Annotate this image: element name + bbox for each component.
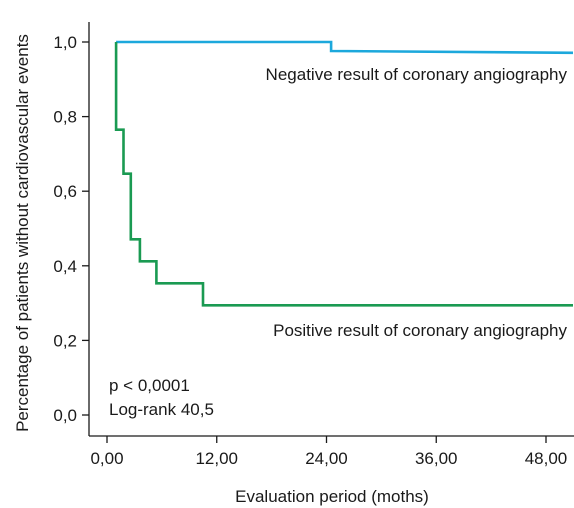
y-tick-label: 0,0	[53, 406, 77, 425]
x-tick-label: 12,00	[195, 449, 238, 468]
x-axis: 0,00 12,00 24,00 36,00 48,00	[89, 435, 574, 468]
x-tick-label: 24,00	[305, 449, 348, 468]
y-axis-title: Percentage of patients without cardiovas…	[13, 34, 32, 432]
positive-series-label: Positive result of coronary angiography	[273, 321, 567, 340]
x-tick-label: 36,00	[415, 449, 458, 468]
y-tick-label: 0,4	[53, 257, 77, 276]
y-tick-label: 0,8	[53, 108, 77, 127]
y-tick-label: 1,0	[53, 33, 77, 52]
positive-series-line	[114, 42, 573, 307]
p-value-text: p < 0,0001	[109, 376, 190, 395]
x-tick-label: 48,00	[525, 449, 568, 468]
y-tick-label: 0,6	[53, 182, 77, 201]
log-rank-text: Log-rank 40,5	[109, 400, 214, 419]
x-tick-label: 0,00	[90, 449, 123, 468]
x-axis-title: Evaluation period (moths)	[235, 487, 429, 506]
y-tick-label: 0,2	[53, 331, 77, 350]
y-axis: 0,0 0,2 0,4 0,6 0,8 1,0	[53, 22, 90, 436]
series-layer	[114, 40, 574, 307]
negative-series-label: Negative result of coronary angiography	[266, 65, 568, 84]
negative-series-line	[116, 40, 574, 55]
